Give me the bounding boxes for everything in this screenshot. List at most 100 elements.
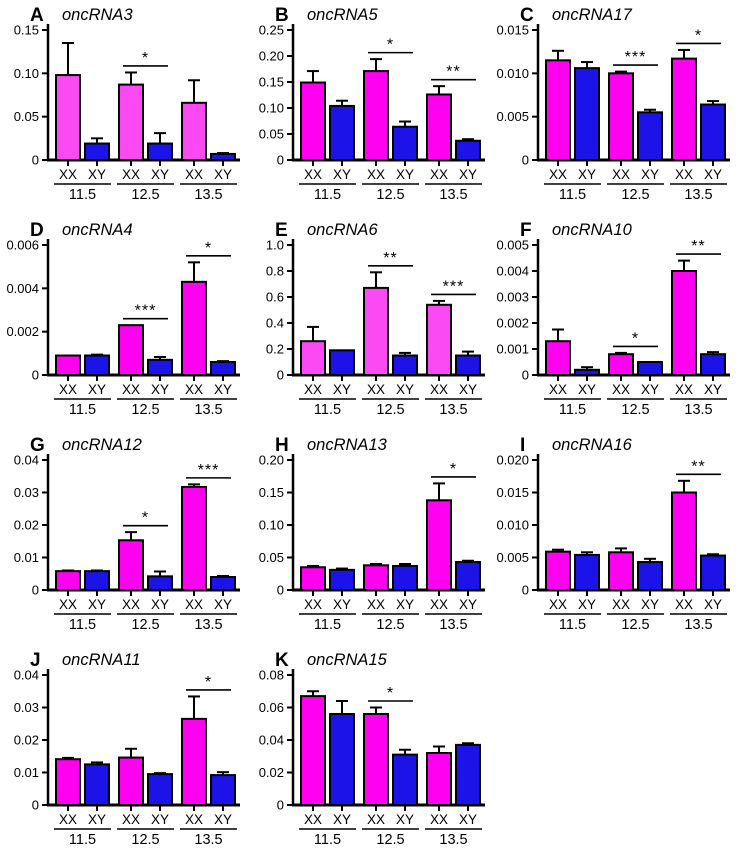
bar-xy-13.5 [210,576,236,591]
bar-xx-12.5 [608,353,634,376]
bar-xx-13.5 [181,101,207,162]
age-label: 13.5 [439,187,467,203]
bar-xx-12.5 [608,72,634,161]
significance-stars: ** [383,250,397,267]
age-label: 13.5 [439,617,467,633]
bar-xx-11.5 [300,566,326,591]
panel-title: oncRNA4 [62,221,133,239]
sex-label-xx: XX [675,167,693,182]
significance-stars: * [450,461,457,478]
sex-label-xx: XX [430,167,448,182]
sex-label-xy: XY [214,167,232,182]
sex-label-xy: XY [396,167,414,182]
age-label: 12.5 [621,617,649,633]
sex-label-xy: XY [396,812,414,827]
sex-label-xx: XX [430,812,448,827]
sex-label-xy: XY [704,382,722,397]
sex-label-xx: XX [549,597,567,612]
bar-xx-11.5 [545,59,571,161]
bar-xy-11.5 [329,568,355,592]
sex-label-xx: XX [367,382,385,397]
bar-xy-13.5 [455,354,481,376]
y-tick-label: 1.0 [266,238,284,253]
bar-xx-12.5 [363,286,389,376]
y-tick-label: 0.005 [496,550,529,565]
y-tick-label: 0 [522,368,529,383]
age-label: 12.5 [621,187,649,203]
y-tick-label: 0.10 [14,66,39,81]
y-tick-label: 0.006 [6,238,39,253]
sex-label-xy: XY [704,597,722,612]
panel-letter: A [30,5,44,26]
y-tick-label: 0.05 [259,550,284,565]
bar-xy-11.5 [84,763,110,806]
significance-stars: * [205,674,212,691]
bar-xx-12.5 [608,551,634,592]
sex-label-xy: XY [578,597,596,612]
y-tick-label: 0.010 [496,518,529,533]
y-tick-label: 0.20 [259,453,284,468]
sex-label-xx: XX [367,812,385,827]
y-tick-label: 0.02 [14,518,39,533]
bar-xx-12.5 [118,539,144,591]
sex-label-xy: XY [333,167,351,182]
sex-label-xy: XY [151,597,169,612]
y-tick-label: 0.003 [496,290,529,305]
sex-label-xy: XY [214,382,232,397]
bar-xx-11.5 [545,550,571,591]
age-label: 11.5 [559,402,586,418]
significance-stars: * [387,685,394,702]
sex-label-xy: XY [396,382,414,397]
y-tick-label: 0 [522,153,529,168]
bar-xy-12.5 [637,111,663,162]
bar-xx-11.5 [300,340,326,376]
age-label: 11.5 [559,187,586,203]
sex-label-xy: XY [214,597,232,612]
age-label: 11.5 [559,617,586,633]
panel-letter: C [520,5,534,26]
sex-label-xx: XX [59,382,77,397]
y-tick-label: 0 [277,368,284,383]
bar-xy-13.5 [210,774,236,807]
y-tick-label: 0.004 [6,281,39,296]
bar-xy-12.5 [392,125,418,161]
sex-label-xx: XX [612,597,630,612]
bar-xx-11.5 [55,74,81,161]
sex-label-xx: XX [675,597,693,612]
y-tick-label: 0.015 [496,23,529,38]
y-tick-label: 0.20 [259,49,284,64]
bar-xy-11.5 [84,570,110,591]
panel-letter: H [275,435,289,456]
y-tick-label: 0.02 [14,733,39,748]
sex-label-xy: XY [333,597,351,612]
age-label: 11.5 [69,617,96,633]
y-tick-label: 0.15 [259,75,284,90]
sex-label-xy: XY [578,382,596,397]
age-label: 12.5 [621,402,649,418]
panel-title: oncRNA16 [552,436,633,454]
sex-label-xx: XX [185,812,203,827]
panel-letter: E [275,220,288,241]
bar-xx-13.5 [671,57,697,161]
y-tick-label: 0 [32,368,39,383]
significance-stars: * [387,37,394,54]
bar-xy-12.5 [392,753,418,806]
y-tick-label: 0.02 [259,765,284,780]
age-label: 13.5 [194,402,222,418]
age-label: 13.5 [194,832,222,848]
age-label: 13.5 [194,187,222,203]
bar-xx-13.5 [181,717,207,806]
bar-xy-11.5 [84,354,110,376]
significance-stars: ** [691,238,705,255]
age-label: 11.5 [69,832,96,848]
y-tick-label: 0.25 [259,23,284,38]
bar-xx-11.5 [55,758,81,807]
age-label: 13.5 [684,187,712,203]
